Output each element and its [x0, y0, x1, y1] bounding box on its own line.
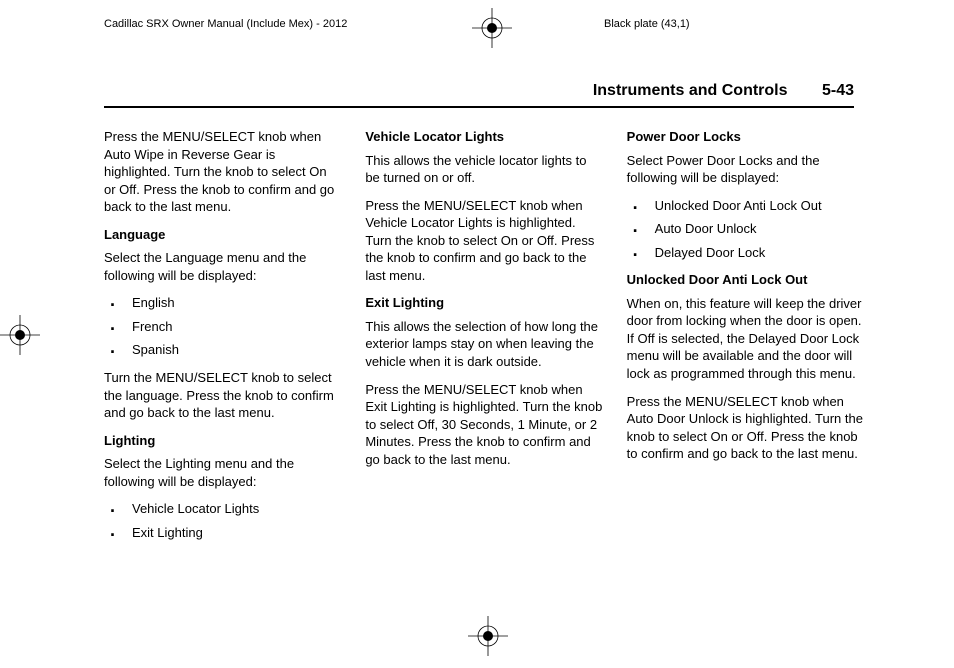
- manual-title: Cadillac SRX Owner Manual (Include Mex) …: [104, 18, 347, 30]
- subheading-lighting: Lighting: [104, 432, 341, 450]
- column-2: Vehicle Locator Lights This allows the v…: [365, 128, 602, 551]
- registration-mark-icon: [0, 315, 40, 355]
- body-text: This allows the vehicle locator lights t…: [365, 152, 602, 187]
- body-text: Press the MENU/SELECT knob when Exit Lig…: [365, 381, 602, 469]
- body-text: Select the Language menu and the followi…: [104, 249, 341, 284]
- power-door-locks-list: Unlocked Door Anti Lock Out Auto Door Un…: [627, 197, 864, 262]
- list-item: Delayed Door Lock: [627, 244, 864, 262]
- subheading-language: Language: [104, 226, 341, 244]
- content-columns: Press the MENU/SELECT knob when Auto Wip…: [104, 128, 864, 551]
- lighting-list: Vehicle Locator Lights Exit Lighting: [104, 500, 341, 541]
- list-item: Unlocked Door Anti Lock Out: [627, 197, 864, 215]
- column-1: Press the MENU/SELECT knob when Auto Wip…: [104, 128, 341, 551]
- list-item: Vehicle Locator Lights: [104, 500, 341, 518]
- body-text: Select the Lighting menu and the followi…: [104, 455, 341, 490]
- list-item: Auto Door Unlock: [627, 220, 864, 238]
- body-text: Press the MENU/SELECT knob when Auto Wip…: [104, 128, 341, 216]
- section-title: Instruments and Controls: [593, 82, 788, 99]
- body-text: Press the MENU/SELECT knob when Vehicle …: [365, 197, 602, 285]
- plate-info: Black plate (43,1): [604, 18, 690, 30]
- body-text: Turn the MENU/SELECT knob to select the …: [104, 369, 341, 422]
- body-text: Press the MENU/SELECT knob when Auto Doo…: [627, 393, 864, 463]
- registration-mark-icon: [472, 8, 512, 48]
- subheading-exit-lighting: Exit Lighting: [365, 294, 602, 312]
- language-list: English French Spanish: [104, 294, 341, 359]
- registration-mark-icon: [468, 616, 508, 656]
- list-item: Spanish: [104, 341, 341, 359]
- body-text: Select Power Door Locks and the followin…: [627, 152, 864, 187]
- list-item: Exit Lighting: [104, 524, 341, 542]
- list-item: English: [104, 294, 341, 312]
- column-3: Power Door Locks Select Power Door Locks…: [627, 128, 864, 551]
- body-text: This allows the selection of how long th…: [365, 318, 602, 371]
- subheading-vehicle-locator-lights: Vehicle Locator Lights: [365, 128, 602, 146]
- page-number: 5-43: [822, 82, 854, 99]
- page-header: Instruments and Controls 5-43: [104, 82, 854, 108]
- body-text: When on, this feature will keep the driv…: [627, 295, 864, 383]
- subheading-unlocked-door-anti-lock-out: Unlocked Door Anti Lock Out: [627, 271, 864, 289]
- list-item: French: [104, 318, 341, 336]
- subheading-power-door-locks: Power Door Locks: [627, 128, 864, 146]
